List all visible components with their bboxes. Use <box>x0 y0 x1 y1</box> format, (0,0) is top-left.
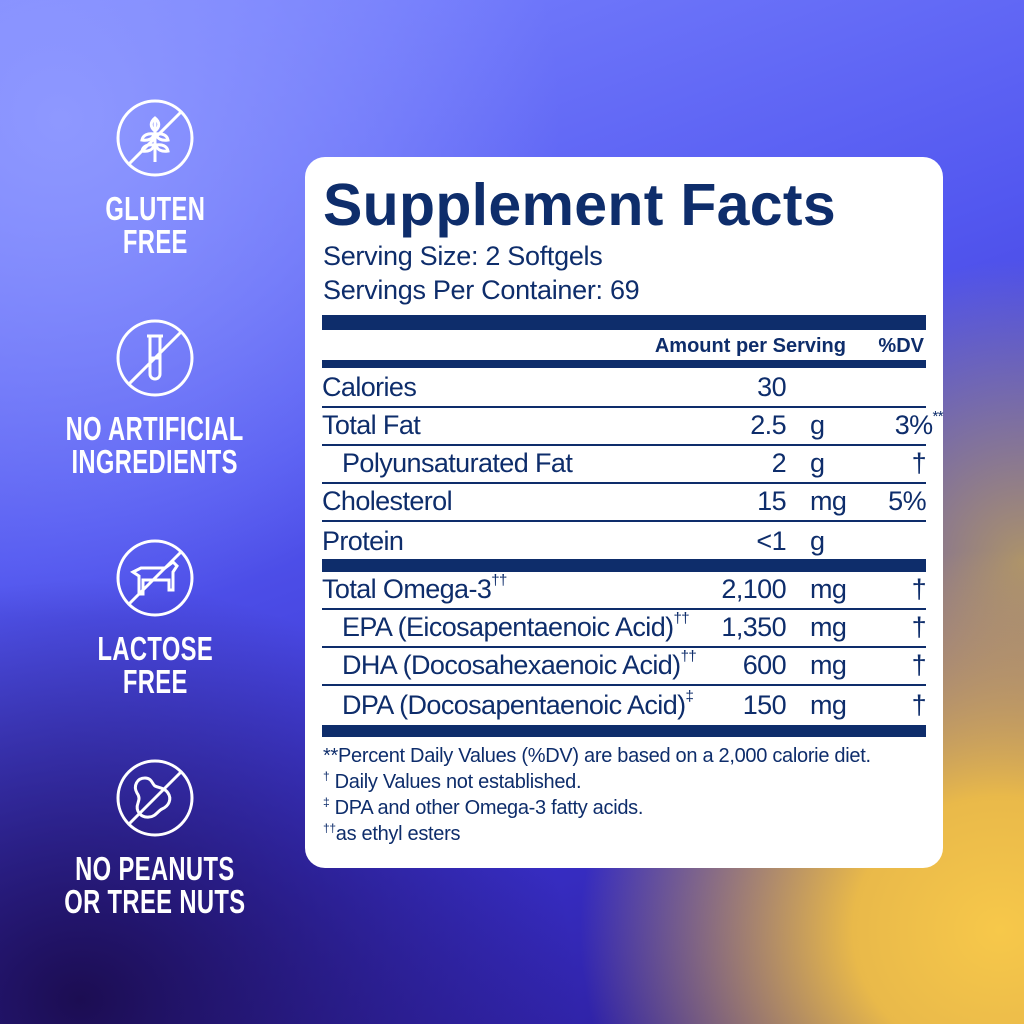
header-dv: %DV <box>878 335 924 357</box>
omega-unit: mg <box>810 650 847 680</box>
footnote: ††as ethyl esters <box>323 821 461 846</box>
omega-name: DHA (Docosahexaenoic Acid)†† <box>342 648 697 681</box>
nutrient-amount: <1 <box>756 526 786 556</box>
nutrient-unit: mg <box>810 486 847 516</box>
nutrient-row: Calories 30 <box>322 370 926 408</box>
omega-unit: mg <box>810 574 847 604</box>
omega-footnote-mark: †† <box>673 610 690 627</box>
nutrient-amount: 2 <box>771 448 787 478</box>
nutrient-unit: g <box>810 448 825 478</box>
nutrient-dv: † <box>911 448 927 479</box>
dv-value: † <box>911 448 927 478</box>
no-lactose-cow-icon <box>116 539 194 617</box>
badge-line1: NO ARTIFICIAL <box>65 410 245 447</box>
badge-line2: OR TREE NUTS <box>64 883 246 920</box>
badge-no-peanuts: NO PEANUTS OR TREE NUTS <box>0 758 310 918</box>
omega-row: DHA (Docosahexaenoic Acid)†† 600 mg † <box>322 648 927 686</box>
header-amount: Amount per Serving <box>654 335 846 357</box>
omega-unit: mg <box>810 612 847 642</box>
omega-name-text: Total Omega-3 <box>322 574 492 604</box>
omega-dv: † <box>911 612 927 642</box>
omega-name: EPA (Eicosapentaenoic Acid)†† <box>342 610 690 643</box>
no-peanut-icon <box>116 759 194 837</box>
dv-value: 3% <box>894 410 933 440</box>
serving-size: Serving Size: 2 Softgels <box>323 241 603 271</box>
omega-row: Total Omega-3†† 2,100 mg † <box>322 572 927 610</box>
omega-name-text: DPA (Docosapentaenoic Acid) <box>342 690 686 720</box>
footnote-mark: ‡ <box>323 795 330 809</box>
footnote-mark: † <box>323 769 330 783</box>
nutrient-row: Cholesterol 15 mg 5% <box>322 484 927 522</box>
nutrient-name: Cholesterol <box>322 486 453 516</box>
facts-title: Supplement Facts <box>323 172 836 238</box>
footnote-text: as ethyl esters <box>335 823 461 845</box>
badge-line2: INGREDIENTS <box>71 443 239 480</box>
badge-lactose-free: LACTOSE FREE <box>0 538 310 698</box>
omega-name: Total Omega-3†† <box>322 572 507 605</box>
badge-line1: GLUTEN <box>105 190 205 227</box>
omega-amount: 1,350 <box>721 612 786 642</box>
dv-value: 5% <box>888 486 926 516</box>
omega-footnote-mark: †† <box>491 572 507 589</box>
thick-divider <box>322 559 926 572</box>
omega-row: DPA (Docosapentaenoic Acid)‡ 150 mg † <box>322 686 927 724</box>
nutrient-row: Total Fat 2.5 g 3%** <box>322 408 944 446</box>
footnote-text: **Percent Daily Values (%DV) are based o… <box>323 745 871 767</box>
nutrient-name: Polyunsaturated Fat <box>342 448 573 478</box>
badge-line2: FREE <box>122 663 188 700</box>
nutrient-unit: g <box>810 410 825 440</box>
dv-footnote-mark: ** <box>932 408 944 425</box>
medium-divider <box>322 360 926 368</box>
footnote-text: DPA and other Omega-3 fatty acids. <box>329 797 644 819</box>
omega-row: EPA (Eicosapentaenoic Acid)†† 1,350 mg † <box>322 610 927 648</box>
badge-line2: FREE <box>122 223 188 260</box>
nutrient-dv: 3%** <box>894 408 944 441</box>
footnote: ‡ DPA and other Omega-3 fatty acids. <box>323 795 644 820</box>
nutrient-row: Polyunsaturated Fat 2 g † <box>322 446 927 484</box>
omega-dv: † <box>911 690 927 720</box>
nutrient-dv: 5% <box>888 486 926 517</box>
nutrient-amount: 2.5 <box>750 410 786 440</box>
omega-amount: 2,100 <box>721 574 786 604</box>
footnote-mark: †† <box>323 821 336 835</box>
thick-divider <box>322 725 926 737</box>
omega-unit: mg <box>810 690 847 720</box>
omega-footnote-mark: ‡ <box>685 688 694 705</box>
nutrient-row: Protein <1 g <box>322 522 926 560</box>
nutrient-name: Protein <box>322 526 404 556</box>
omega-footnote-mark: †† <box>680 648 697 665</box>
nutrient-amount: 30 <box>757 372 786 402</box>
omega-name: DPA (Docosapentaenoic Acid)‡ <box>342 688 694 721</box>
footnote-text: Daily Values not established. <box>329 771 582 793</box>
supplement-facts-panel: Supplement Facts Serving Size: 2 Softgel… <box>305 157 944 868</box>
nutrient-unit: g <box>810 526 825 556</box>
badge-gluten-free: GLUTEN FREE <box>0 98 310 258</box>
thick-divider <box>322 315 926 330</box>
servings-per-container: Servings Per Container: 69 <box>323 275 640 305</box>
badge-line1: LACTOSE <box>97 630 213 667</box>
nutrient-name: Calories <box>322 372 417 402</box>
omega-dv: † <box>911 574 927 604</box>
omega-dv: † <box>911 650 927 680</box>
omega-amount: 150 <box>742 690 787 720</box>
nutrient-amount: 15 <box>757 486 786 516</box>
badge-line1: NO PEANUTS <box>75 850 235 887</box>
omega-name-text: EPA (Eicosapentaenoic Acid) <box>342 612 674 642</box>
no-artificial-test-tube-icon <box>116 319 194 397</box>
footnote: **Percent Daily Values (%DV) are based o… <box>323 745 871 768</box>
omega-name-text: DHA (Docosahexaenoic Acid) <box>342 650 681 680</box>
nutrient-name: Total Fat <box>322 410 421 440</box>
badge-no-artificial: NO ARTIFICIAL INGREDIENTS <box>0 318 310 478</box>
no-gluten-wheat-icon <box>116 99 194 177</box>
omega-amount: 600 <box>742 650 787 680</box>
footnote: † Daily Values not established. <box>323 769 582 794</box>
